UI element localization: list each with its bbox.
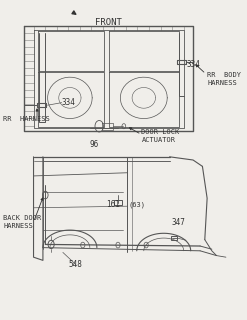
Text: 334: 334 — [186, 60, 200, 69]
Bar — [114, 200, 122, 205]
Text: 548: 548 — [69, 260, 83, 269]
Bar — [171, 236, 177, 240]
Text: RR  HARNESS: RR HARNESS — [3, 116, 50, 122]
Text: 161: 161 — [106, 200, 120, 209]
Text: (63): (63) — [128, 201, 145, 208]
Text: RR  BODY
HARNESS: RR BODY HARNESS — [207, 72, 241, 85]
Text: FRONT: FRONT — [95, 19, 122, 28]
Text: 347: 347 — [172, 218, 186, 227]
Text: 334: 334 — [62, 98, 76, 107]
Text: BACK DOOR
HARNESS: BACK DOOR HARNESS — [3, 215, 41, 229]
Text: DOOR LOCK
ACTUATOR: DOOR LOCK ACTUATOR — [142, 129, 180, 143]
Text: 96: 96 — [90, 140, 99, 149]
